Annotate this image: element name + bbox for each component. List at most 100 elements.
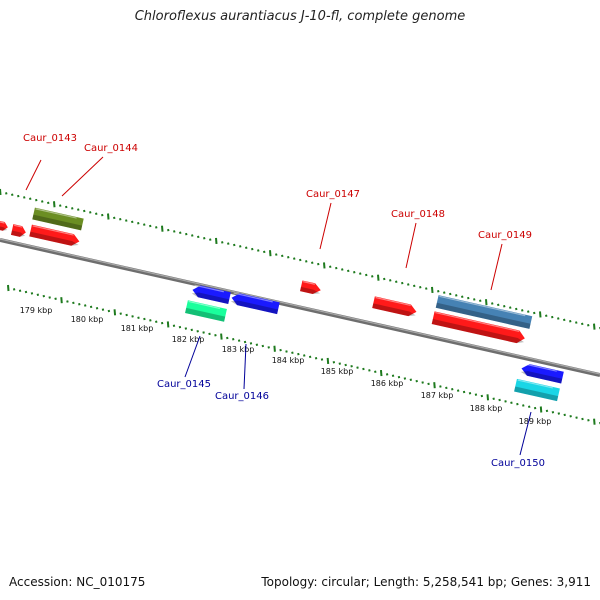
accession-text: Accession: NC_010175 [9,575,146,589]
upper-tick [365,273,368,277]
upper-tick [353,270,356,274]
gene-label-forward: Caur_0147 [306,189,360,200]
lower-tick [492,397,495,400]
scale-label: 182 kbp [172,335,205,344]
lower-tick [368,369,371,372]
upper-tick [497,303,500,307]
lower-tick [362,367,365,371]
upper-tick [191,234,194,237]
genome-backbone [0,238,600,377]
upper-tick [545,314,548,318]
lower-tick [143,317,146,321]
upper-tick [305,260,308,263]
upper-tick [185,232,188,236]
upper-tick [257,249,260,252]
upper-tick [521,309,524,312]
upper-tick [581,322,584,326]
lower-tick [516,402,519,406]
upper-tick [299,258,302,262]
upper-tick [41,200,44,203]
gene-feature [435,295,533,329]
lower-tick [557,412,561,415]
lower-tick [60,297,63,304]
gene-label-reverse: Caur_0145 [157,379,211,390]
gene-labels: Caur_0143 Caur_0144 Caur_0147 Caur_0148 Caur… [23,133,545,469]
upper-tick [89,211,92,214]
lower-tick [439,385,442,388]
upper-tick [23,196,26,199]
lower-tick [291,351,294,355]
leader-line [243,343,247,390]
upper-tick [161,225,164,232]
lower-tick [202,331,205,334]
lower-tick [190,328,193,332]
lower-tick [326,357,330,364]
upper-tick [251,247,254,251]
gene-feature [185,300,227,322]
upper-tick [209,238,212,241]
upper-tick [593,323,596,330]
leader-line [405,222,417,269]
lower-tick [24,290,28,294]
upper-tick [215,237,218,245]
lower-tick [338,362,341,365]
upper-tick [485,299,488,306]
upper-tick [509,306,512,309]
leader-line [519,411,532,456]
scale-label: 180 kbp [71,315,104,324]
lower-tick [533,406,537,410]
upper-tick [413,284,416,288]
upper-tick [5,192,8,195]
upper-tick [563,318,566,322]
upper-tick [359,272,362,275]
lower-tick [403,377,407,380]
gene-feature [300,280,321,295]
upper-tick [431,286,434,294]
upper-tick [503,304,506,308]
upper-tick [383,277,386,281]
upper-tick [323,262,326,269]
upper-tick [269,250,272,257]
lower-tick [504,400,507,403]
lower-tick [344,363,347,367]
gene-label-reverse: Caur_0150 [491,458,545,469]
upper-tick [137,222,140,225]
lower-tick [385,373,389,376]
lower-tick [409,378,413,382]
upper-tick [155,226,158,229]
scale-labels: 179 kbp 180 kbp 181 kbp 182 kbp 183 kbp 184 k… [20,306,552,426]
lower-tick [297,352,300,356]
lower-tick [563,413,566,417]
lower-tick [575,416,578,419]
upper-tick [533,311,536,315]
lower-tick [78,302,81,306]
upper-tick [539,311,542,318]
upper-tick [35,198,38,202]
lower-tick [125,313,128,317]
gene-feature [0,220,8,231]
lower-tick [374,370,377,373]
lower-tick [279,348,282,352]
lower-tick [160,321,164,325]
lower-tick [214,334,217,337]
lower-tick [350,365,353,368]
lower-tick [462,390,466,394]
lower-tick [83,304,87,307]
upper-tick [227,242,230,245]
upper-tick [245,246,248,250]
upper-tick [437,290,440,293]
upper-tick [125,219,128,222]
lower-tick [379,369,383,377]
lower-tick [273,345,276,352]
lower-tick [249,342,253,345]
lower-tick [421,381,424,384]
lower-tick [468,392,472,395]
lower-tick [184,327,188,330]
upper-tick [53,201,56,208]
lower-tick [451,388,454,391]
lower-tick [391,374,395,377]
lower-tick [95,307,99,310]
lower-tick [397,375,401,379]
upper-tick [347,269,350,273]
upper-tick [341,268,344,271]
